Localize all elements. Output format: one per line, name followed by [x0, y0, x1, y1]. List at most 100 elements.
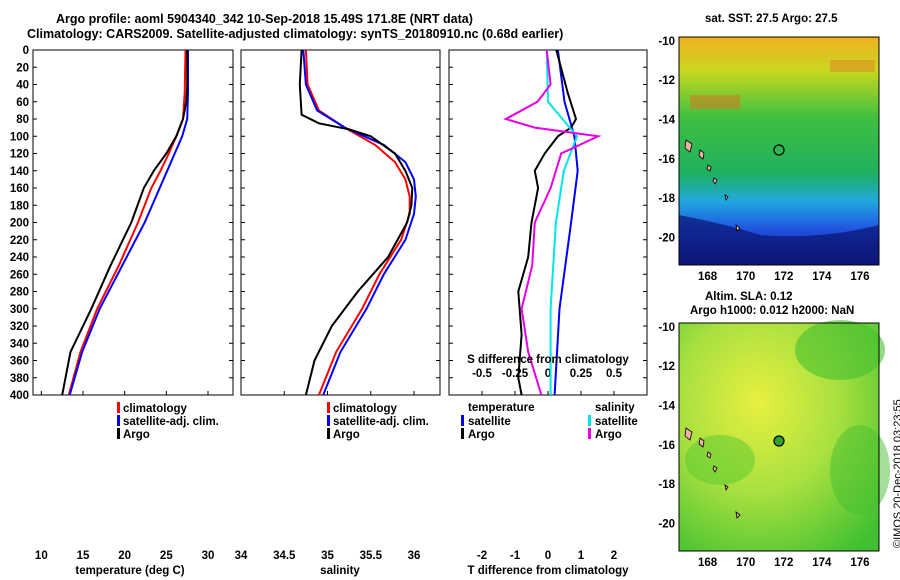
x-tick-label: 10: [35, 550, 48, 562]
temperature-argo-line: [61, 50, 189, 396]
legend-argo: Argo: [123, 429, 150, 441]
x-tick-label: -1: [510, 550, 521, 562]
latitude-tick-label: -14: [658, 115, 675, 127]
island-icon: [684, 427, 741, 519]
depth-axis: 0 20 40 60 80 100 120 140 160 180 200 220 240 260 280 3…: [10, 45, 647, 402]
sst-map: [678, 36, 880, 266]
island-icon: [684, 139, 741, 232]
depth-tick-label: 120: [10, 149, 29, 161]
s-tick-label: -0.25: [502, 368, 529, 380]
latitude-tick-label: -20: [658, 232, 675, 244]
latitude-tick-label: -12: [658, 75, 675, 87]
salinity-climatology-line: [304, 49, 411, 396]
x-tick-label: 36: [408, 550, 421, 562]
temperature-satellite-adj-clim--line: [68, 50, 189, 396]
difference-temperature-satellite-line: [553, 49, 579, 396]
legend-argo: Argo: [333, 429, 360, 441]
legend-sal-satellite: satellite: [595, 416, 638, 428]
longitude-tick-label: 176: [850, 557, 869, 569]
latitude-tick-label: -12: [658, 361, 675, 373]
depth-tick-label: 280: [10, 287, 29, 299]
latitude-tick-label: -10: [658, 322, 675, 334]
profile-lines: [61, 49, 602, 396]
latitude-tick-label: -20: [658, 518, 675, 530]
sla-map: [678, 320, 890, 552]
s-tick-label: 0: [545, 368, 551, 380]
depth-tick-label: 60: [16, 97, 29, 109]
latitude-tick-label: -10: [658, 36, 675, 48]
depth-tick-label: 20: [16, 62, 29, 74]
x-tick-label: 15: [77, 550, 90, 562]
depth-tick-label: 380: [10, 373, 29, 385]
latitude-tick-label: -16: [658, 440, 675, 452]
legend-temp-satellite: satellite: [468, 416, 511, 428]
x-tick-label: 35: [321, 550, 334, 562]
legend-satellite-adj: satellite-adj. clim.: [123, 416, 219, 428]
difference-xlabel: T difference from climatology: [467, 565, 629, 577]
longitude-tick-label: 168: [698, 557, 718, 569]
x-tick-label: 34: [235, 550, 248, 562]
depth-tick-label: 180: [10, 200, 29, 212]
depth-tick-label: 340: [10, 338, 29, 350]
depth-tick-label: 80: [16, 114, 29, 126]
longitude-tick-label: 170: [736, 557, 755, 569]
depth-tick-label: 100: [10, 131, 29, 143]
argo-location-marker: [773, 144, 785, 156]
sla-map-subtitle: Argo h1000: 0.012 h2000: NaN: [690, 305, 855, 317]
legend-temperature-title: temperature: [468, 402, 534, 414]
legend-temp-argo: Argo: [468, 429, 495, 441]
longitude-tick-label: 170: [736, 271, 755, 283]
legend-climatology: climatology: [333, 403, 398, 415]
depth-tick-label: 40: [16, 80, 29, 92]
latitude-tick-label: -14: [658, 401, 675, 413]
depth-tick-label: 400: [10, 390, 29, 402]
depth-tick-label: 140: [10, 166, 29, 178]
x-tick-label: 0: [545, 550, 551, 562]
x-tick-label: 30: [202, 550, 215, 562]
depth-tick-label: 300: [10, 304, 29, 316]
difference-temperature-argo-line: [517, 49, 578, 396]
depth-tick-label: 240: [10, 252, 29, 264]
legend-satellite-adj: satellite-adj. clim.: [333, 416, 429, 428]
depth-tick-label: 200: [10, 218, 29, 230]
latitude-tick-label: -18: [658, 479, 675, 491]
longitude-tick-label: 176: [850, 271, 869, 283]
s-tick-label: 0.5: [606, 368, 623, 380]
figure-title-line1: Argo profile: aoml 5904340_342 10-Sep-20…: [56, 12, 473, 26]
depth-tick-label: 320: [10, 321, 29, 333]
salinity-legend: climatology satellite-adj. clim. Argo: [327, 402, 429, 441]
s-difference-label: S difference from climatology: [467, 354, 629, 366]
legend-climatology: climatology: [123, 403, 188, 415]
s-tick-label: -0.5: [472, 368, 492, 380]
x-tick-label: 20: [118, 550, 131, 562]
x-tick-label: 1: [578, 550, 585, 562]
map-axes: 168 170 172 174 176 -10 -12 -14 -16 -18 -20 168 170 1…: [658, 36, 869, 569]
longitude-tick-label: 172: [774, 557, 793, 569]
x-tick-label: 25: [160, 550, 173, 562]
longitude-tick-label: 172: [774, 271, 793, 283]
s-tick-label: 0.25: [570, 368, 593, 380]
x-tick-label: 2: [611, 550, 617, 562]
longitude-tick-label: 174: [812, 557, 832, 569]
difference-salinity-satellite-line: [545, 49, 579, 395]
legend-salinity-title: salinity: [595, 402, 635, 414]
longitude-tick-label: 174: [812, 271, 832, 283]
salinity-xlabel: salinity: [320, 565, 360, 577]
x-axes: 10 15 20 25 30 34 34.5 35 35.5 36 -2 -1 0 1 2 -0.5 -0.25…: [35, 368, 623, 562]
temperature-xlabel: temperature (deg C): [75, 565, 184, 577]
x-tick-label: 34.5: [273, 550, 296, 562]
temperature-plot-frame: [32, 49, 234, 396]
latitude-tick-label: -18: [658, 193, 675, 205]
salinity-satellite-adj-clim--line: [302, 49, 417, 396]
figure-title-line2: Climatology: CARS2009. Satellite-adjuste…: [27, 27, 564, 41]
temperature-legend: climatology satellite-adj. clim. Argo: [117, 402, 219, 441]
depth-tick-label: 360: [10, 356, 29, 368]
sst-map-title: sat. SST: 27.5 Argo: 27.5: [705, 13, 838, 25]
difference-salinity-argo-line: [503, 49, 602, 396]
depth-tick-label: 260: [10, 269, 29, 281]
latitude-tick-label: -16: [658, 154, 675, 166]
salinity-argo-line: [298, 49, 414, 396]
difference-legend: temperature satellite Argo salinity sate…: [461, 402, 638, 441]
depth-tick-label: 160: [10, 183, 29, 195]
